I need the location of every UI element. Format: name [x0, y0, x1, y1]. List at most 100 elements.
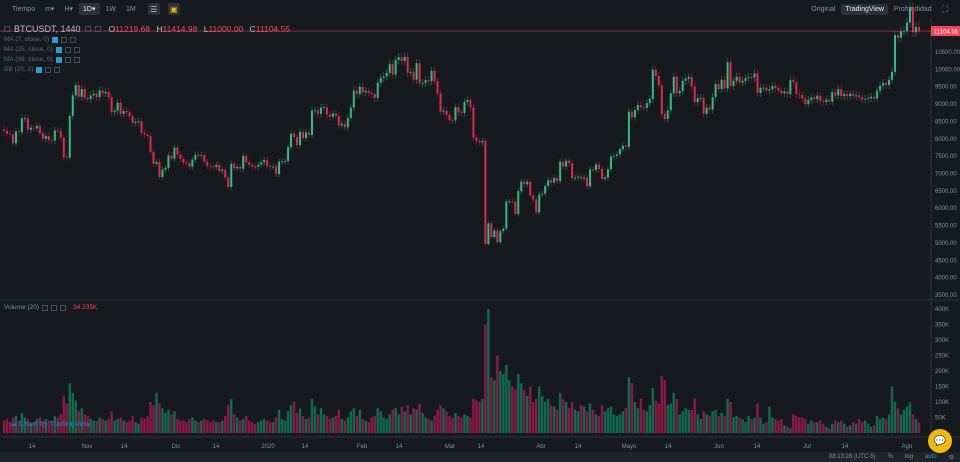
candle-body	[914, 27, 917, 33]
candle-body	[379, 77, 382, 83]
candle-body	[394, 60, 397, 75]
candle-body	[361, 86, 364, 93]
candle-body	[807, 99, 810, 105]
close-icon[interactable]	[54, 66, 61, 73]
volume-bar	[532, 402, 535, 433]
interval-hours[interactable]: H▾	[64, 6, 74, 13]
settings-icon[interactable]	[84, 26, 91, 32]
candle-body	[391, 64, 394, 75]
candle-body	[436, 81, 439, 94]
volume-bar	[50, 422, 54, 433]
volume-bar	[472, 398, 475, 433]
candle-body	[266, 159, 269, 166]
candle-body	[514, 201, 517, 215]
settings-icon[interactable]	[64, 56, 71, 63]
candle-body	[352, 90, 355, 108]
gear-icon[interactable]: ⚙	[948, 454, 954, 461]
view-original[interactable]: Original	[811, 5, 836, 13]
interval-minutes[interactable]: m▾	[45, 6, 55, 13]
volume-bar	[693, 398, 696, 433]
candle-body	[744, 78, 747, 81]
settings-icon[interactable]	[45, 66, 52, 73]
tradingview-watermark[interactable]: ☁ Chart by TradingView	[10, 420, 90, 428]
volume-bar	[170, 414, 173, 433]
candle-body	[795, 82, 798, 95]
close-icon[interactable]	[60, 304, 67, 311]
volume-bar	[424, 417, 427, 433]
candle-body	[260, 162, 263, 165]
volume-bar	[125, 422, 128, 433]
more-icon[interactable]	[94, 26, 101, 32]
close-icon[interactable]	[73, 46, 80, 53]
candle-body	[409, 71, 412, 73]
volume-bar	[780, 419, 783, 433]
candle-body	[92, 93, 95, 96]
volume-bar	[14, 415, 18, 433]
volume-bar	[230, 398, 233, 433]
volume-bar	[801, 417, 804, 433]
candle-body	[203, 155, 206, 162]
candle-body	[621, 145, 624, 150]
eye-icon[interactable]	[52, 36, 59, 43]
candle-body	[206, 161, 209, 166]
candle-body	[385, 72, 388, 77]
volume-bar	[789, 428, 792, 433]
candle-body	[182, 158, 185, 163]
volume-bar	[152, 405, 155, 433]
candle-body	[789, 80, 792, 95]
volume-bar	[466, 415, 469, 433]
settings-icon[interactable]	[51, 304, 58, 311]
volume-bar	[520, 383, 523, 433]
close-icon[interactable]	[70, 36, 77, 43]
eye-icon[interactable]	[55, 46, 62, 53]
volume-bar	[837, 422, 840, 433]
volume-bar	[403, 411, 406, 433]
chat-button[interactable]: 💬	[928, 429, 952, 453]
auto-toggle[interactable]: auto	[924, 454, 937, 460]
candle-body	[867, 98, 870, 99]
eye-icon[interactable]	[36, 66, 43, 73]
volume-bar	[415, 409, 418, 433]
volume-bar	[224, 415, 227, 433]
eye-icon[interactable]	[42, 304, 49, 311]
chat-icon: 💬	[933, 435, 947, 447]
volume-bar	[600, 405, 604, 433]
candle-body	[813, 97, 816, 100]
volume-bar	[798, 417, 801, 433]
percent-toggle[interactable]: %	[887, 454, 893, 460]
high-value: 11414.98	[162, 24, 198, 34]
interval-1d[interactable]: 1D▾	[79, 3, 100, 15]
volume-bar	[149, 402, 152, 433]
candle-body	[110, 97, 113, 113]
interval-1m[interactable]: 1M	[126, 5, 136, 13]
volume-bar	[573, 409, 577, 433]
indicator-icon[interactable]: ▣	[167, 3, 180, 15]
log-toggle[interactable]: log	[904, 454, 913, 460]
candle-body	[32, 127, 35, 129]
settings-icon[interactable]	[61, 36, 68, 43]
view-tradingview[interactable]: TradingView	[841, 3, 888, 15]
candle-body	[678, 90, 681, 94]
eye-icon[interactable]	[55, 56, 62, 63]
candle-body	[717, 83, 720, 90]
collapse-icon[interactable]	[4, 26, 10, 32]
time-tick-label: Ago	[902, 444, 913, 450]
candle-body	[601, 169, 603, 180]
volume-tick-label: 350K	[935, 323, 949, 329]
candle-body	[487, 223, 490, 244]
fullscreen-icon[interactable]: ⛶	[941, 3, 948, 14]
volume-bar	[74, 400, 77, 433]
volume-bar	[857, 419, 861, 433]
interval-1w[interactable]: 1W	[105, 5, 117, 13]
candle-body	[296, 137, 299, 146]
candle-body	[598, 164, 601, 170]
close-icon[interactable]	[73, 56, 80, 63]
candle-body	[726, 62, 729, 89]
price-tick-label: 7500.00	[935, 154, 957, 160]
settings-sliders-icon[interactable]: ☰	[147, 3, 160, 15]
settings-icon[interactable]	[64, 46, 71, 53]
volume-bar	[549, 405, 553, 433]
volume-bar	[77, 411, 80, 433]
volume-bar	[902, 409, 906, 433]
